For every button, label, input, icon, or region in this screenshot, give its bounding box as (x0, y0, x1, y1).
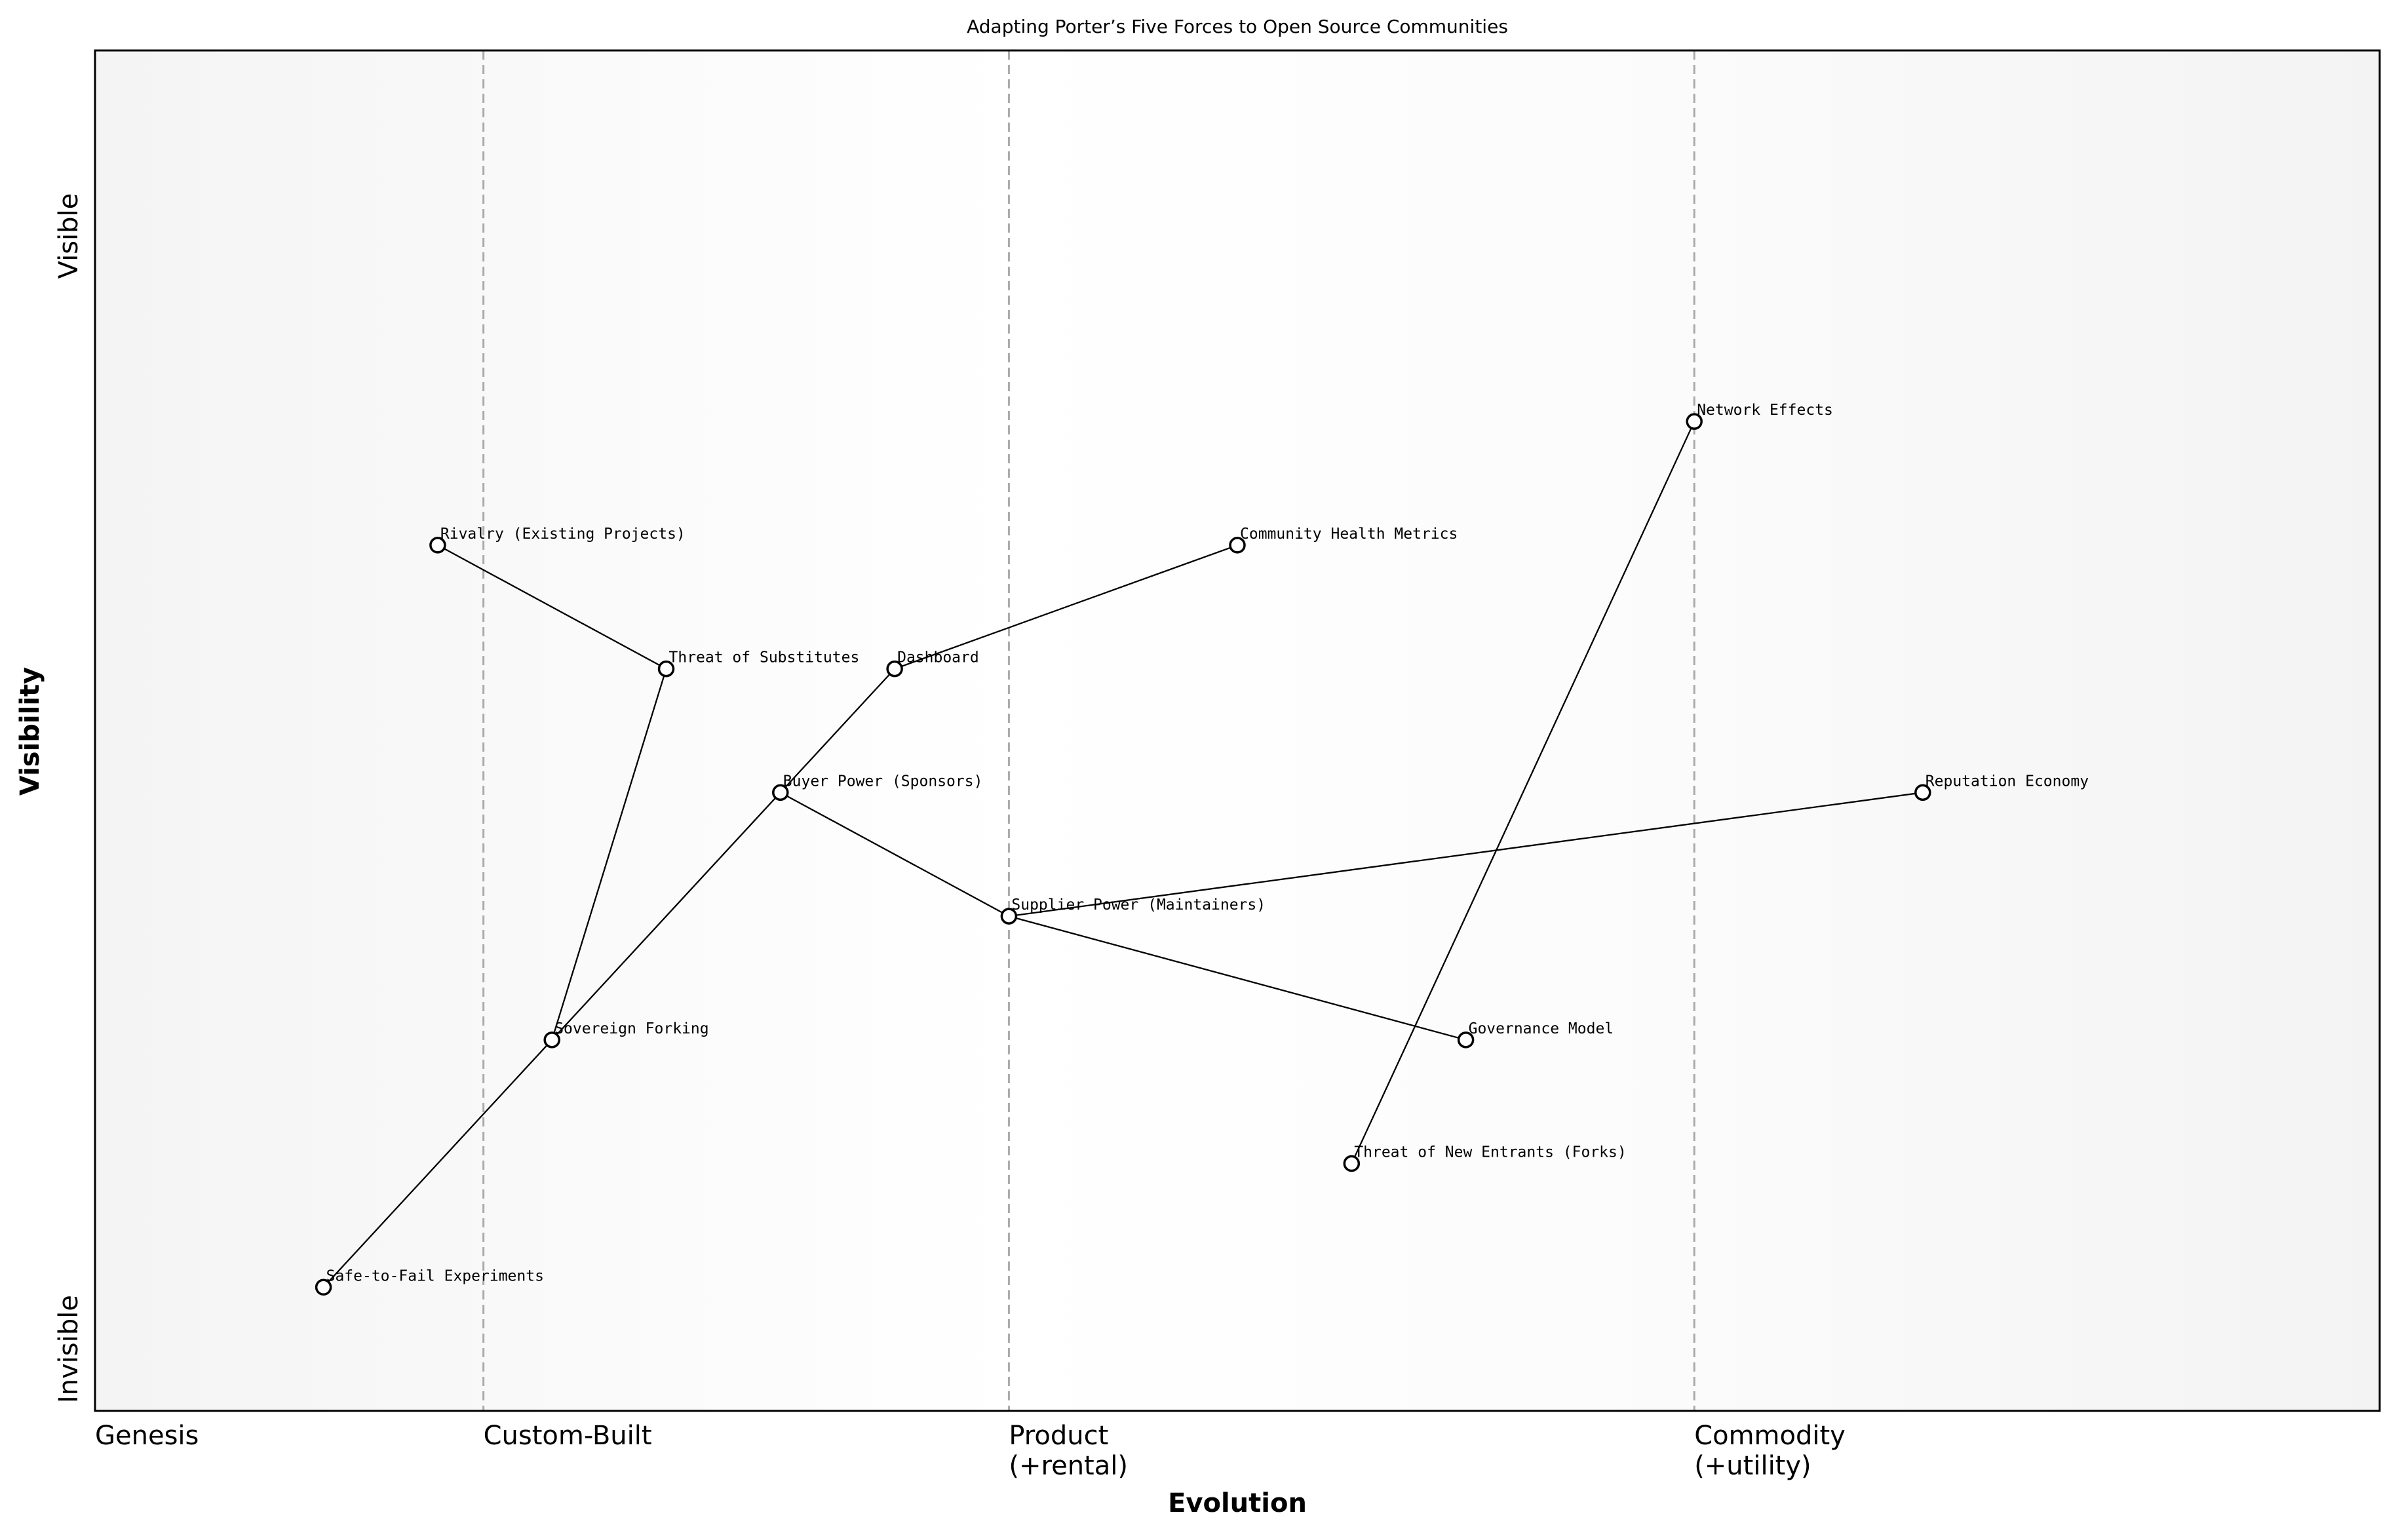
node-label: Safe-to-Fail Experiments (326, 1267, 544, 1284)
x-tick-label: Product (+rental) (1009, 1421, 1128, 1481)
node (1343, 1155, 1361, 1172)
node-label: Governance Model (1469, 1020, 1614, 1037)
link (551, 792, 781, 1041)
node-label: Supplier Power (Maintainers) (1011, 896, 1266, 914)
link (1009, 915, 1466, 1041)
node (772, 784, 789, 801)
link (894, 544, 1238, 670)
link (779, 668, 895, 794)
node (657, 660, 675, 678)
node-label: Reputation Economy (1926, 773, 2089, 790)
node (886, 660, 903, 678)
node (1229, 537, 1246, 554)
node (315, 1279, 332, 1296)
node (543, 1031, 560, 1049)
link (1009, 792, 1923, 917)
node-label: Sovereign Forking (554, 1020, 708, 1037)
node (1914, 784, 1931, 801)
link (551, 668, 667, 1041)
node-label: Buyer Power (Sponsors) (783, 773, 983, 790)
node-label: Community Health Metrics (1240, 526, 1458, 543)
link (322, 1039, 553, 1288)
node-label: Network Effects (1697, 402, 1833, 419)
node (1000, 908, 1018, 925)
node (1686, 413, 1703, 430)
link (1351, 421, 1695, 1165)
node (1457, 1031, 1475, 1049)
y-axis-label: Visibility (15, 667, 45, 796)
x-tick-label: Custom-Built (484, 1421, 652, 1451)
plot-background (95, 50, 2380, 1411)
link (780, 792, 1009, 917)
y-tick-label: Invisible (54, 1295, 84, 1403)
node (429, 537, 446, 554)
y-tick-label: Visible (54, 193, 84, 279)
node-label: Dashboard (897, 649, 979, 666)
chart-title: Adapting Porter’s Five Forces to Open So… (967, 16, 1508, 37)
plot-frame (94, 49, 2381, 1412)
node-label: Rivalry (Existing Projects) (440, 526, 686, 543)
node-label: Threat of New Entrants (Forks) (1354, 1144, 1626, 1161)
node-label: Threat of Substitutes (669, 649, 860, 666)
x-tick-label: Genesis (95, 1421, 199, 1451)
link (437, 544, 667, 670)
x-axis-label: Evolution (1168, 1488, 1307, 1518)
x-tick-label: Commodity (+utility) (1694, 1421, 1846, 1481)
